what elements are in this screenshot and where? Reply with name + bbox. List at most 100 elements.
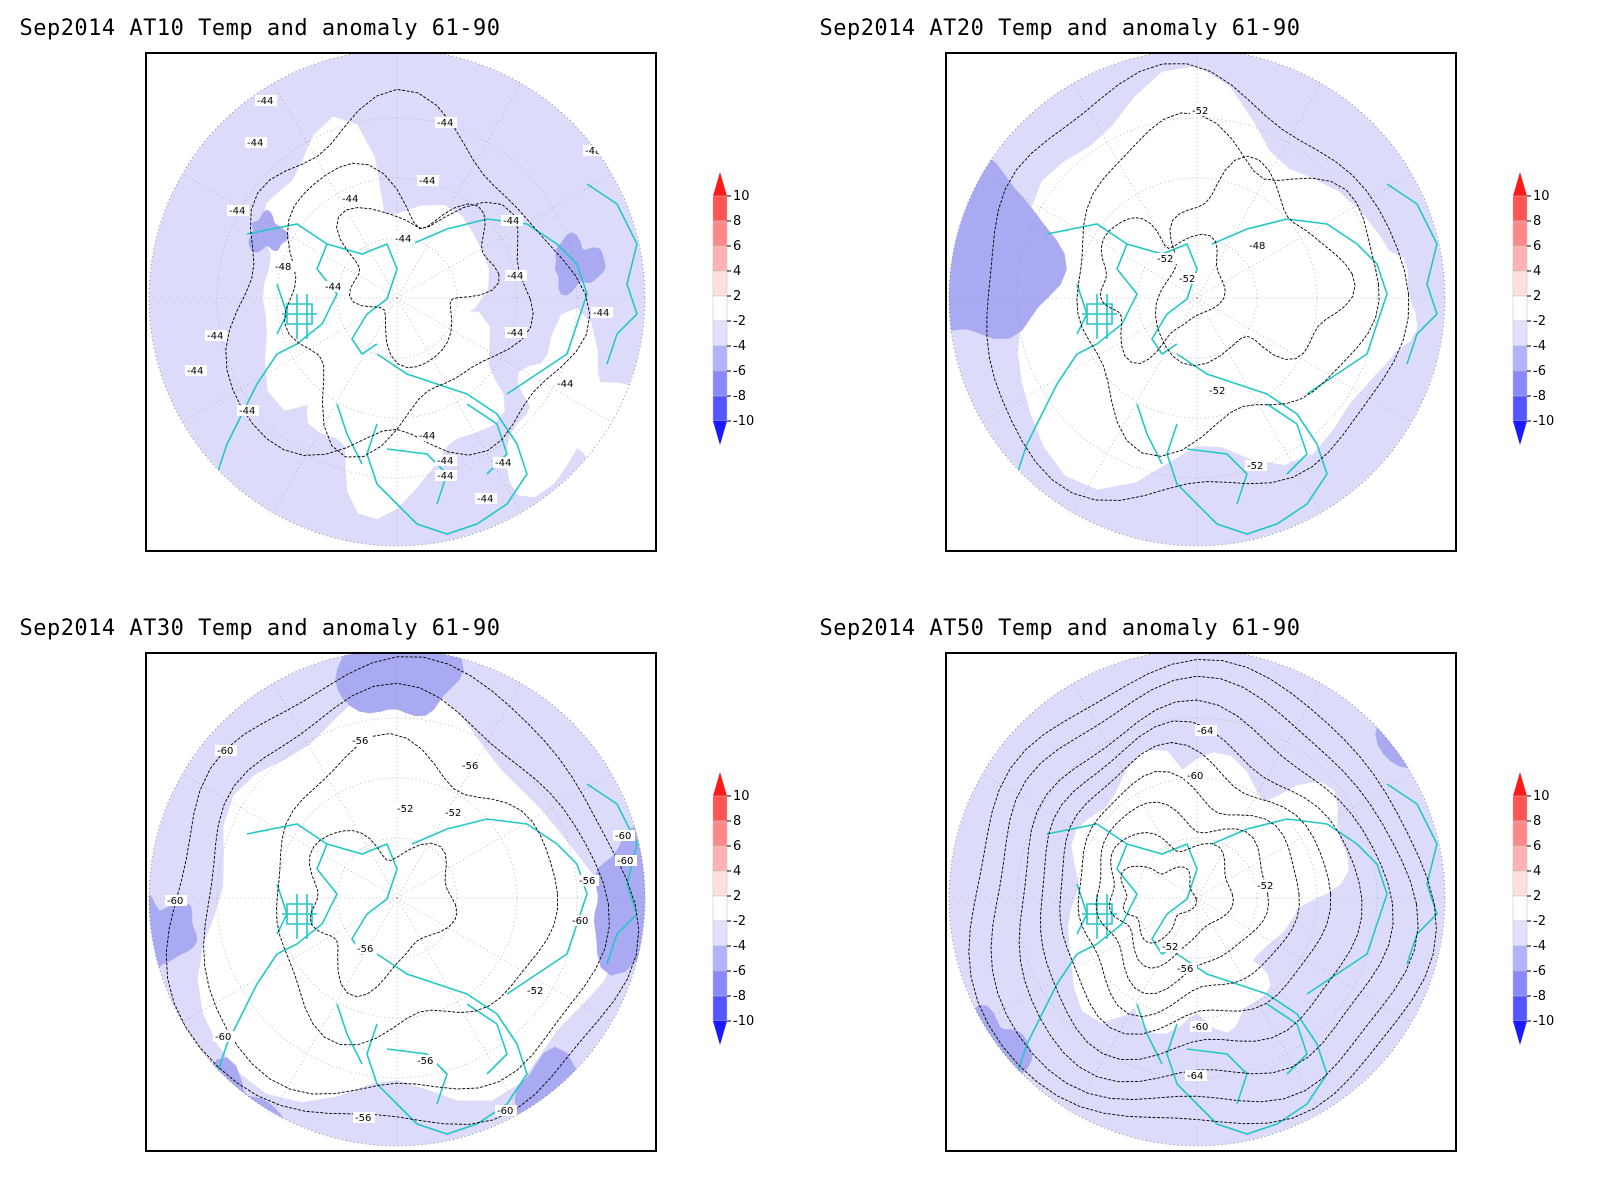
contour-label: -52 [527, 986, 543, 997]
colorbar-swatch [712, 320, 728, 347]
temperature-contour [309, 830, 458, 998]
contour-label: -44 [419, 431, 435, 442]
contour-label-bg [350, 735, 372, 746]
colorbar-label: -4 [1533, 939, 1546, 954]
contour-label-bg [505, 327, 527, 338]
contour-label: -56 [579, 876, 595, 887]
coastline-path [1166, 353, 1328, 535]
meridian-line [396, 83, 522, 299]
contour-label: -44 [247, 138, 263, 149]
colorbar-swatch [1512, 845, 1528, 872]
contour-label: -56 [355, 1113, 371, 1124]
contour-label-bg [415, 1055, 437, 1066]
coastline-path [336, 403, 363, 465]
contour-label: -60 [1192, 1022, 1208, 1033]
temperature-contour [276, 733, 559, 1046]
colorbar-swatch [1512, 395, 1528, 422]
contour-label: -52 [445, 808, 461, 819]
meridian-line [396, 297, 522, 513]
contour-label: -60 [572, 916, 588, 927]
map-disc: -60 -56 -56 -52 -52 -56 -60 -60 -60 -56 -52 -56 -60 -… [149, 654, 645, 1146]
meridian-line [272, 297, 398, 513]
colorbar-swatch [1512, 320, 1528, 347]
contour-label-bg [613, 830, 635, 841]
colorbar-label: 6 [1533, 239, 1541, 254]
panel-title: Sep2014 AT20 Temp and anomaly 61-90 [819, 16, 1301, 41]
colorbar-label: -4 [1533, 339, 1546, 354]
colorbar-arrow-top [1513, 772, 1527, 796]
map-disc: -52 -48 -52 -52 -52 -52 [949, 54, 1445, 546]
colorbar-label: 8 [733, 214, 741, 229]
colorbar-label: -8 [733, 389, 746, 404]
meridian-line [396, 897, 612, 1023]
meridian-line [396, 173, 612, 299]
colorbar-label: -6 [733, 364, 746, 379]
coastline-path [1186, 1048, 1248, 1105]
contour-label: -60 [217, 746, 233, 757]
colorbar-swatch [1512, 870, 1528, 897]
polar-map: -44 -44 -44 -44 -44 -44 -48 -44 -44 -44 -44 -48 -44 -… [145, 52, 657, 552]
anomaly-fill-neutral [1133, 893, 1271, 1034]
meridian-line [1072, 297, 1198, 513]
anomaly-colorbar: 10 8 6 4 2 -2 -4 -6 -8 -10 [705, 172, 785, 462]
colorbar-label: -6 [1533, 364, 1546, 379]
colorbar-swatch [712, 870, 728, 897]
contour-label-bg [273, 261, 295, 272]
contour-label: -44 [507, 328, 523, 339]
contour-label: -44 [437, 456, 453, 467]
colorbar-swatch [712, 220, 728, 247]
temperature-contour [203, 682, 610, 1095]
map-panel-at20: Sep2014 AT20 Temp and anomaly 61-90 -52-… [800, 0, 1580, 580]
meridian-line [396, 773, 612, 899]
contour-label-bg [1160, 941, 1182, 952]
colorbar-label: -6 [733, 964, 746, 979]
colorbar-swatch [712, 970, 728, 997]
contour-label: -44 [437, 471, 453, 482]
meridian-line [1196, 897, 1322, 1113]
contour-label-bg [583, 145, 605, 156]
temperature-contour [1059, 742, 1332, 1035]
coastline-path [1126, 242, 1198, 356]
contour-label: -44 [257, 96, 273, 107]
contour-label: -44 [229, 206, 245, 217]
colorbar-swatch [712, 920, 728, 947]
contour-label: -48 [275, 262, 291, 273]
meridian-line [396, 683, 522, 899]
meridian-line [1072, 897, 1198, 1113]
anomaly-fill-medium [335, 654, 464, 717]
polar-map: -64 -60 -52 -52 -56 -60 -64 [945, 652, 1457, 1152]
temperature-contour [1018, 699, 1394, 1083]
anomaly-fill-neutral [304, 297, 505, 520]
colorbar-swatch [712, 270, 728, 297]
colorbar-label: 4 [1533, 864, 1541, 879]
meridian-line [1196, 773, 1412, 899]
contour-label: -60 [617, 856, 633, 867]
meridian-line [182, 173, 398, 299]
colorbar-swatch [712, 795, 728, 822]
contour-label-bg [1245, 460, 1267, 471]
contour-label: -56 [357, 944, 373, 955]
contour-label: -48 [1249, 241, 1265, 252]
anomaly-colorbar: 10 8 6 4 2 -2 -4 -6 -8 -10 [1505, 772, 1585, 1062]
contour-label-bg [237, 405, 259, 416]
colorbar-label: -8 [1533, 989, 1546, 1004]
contour-label-bg [570, 915, 592, 926]
colorbar-swatch [712, 295, 728, 322]
anomaly-fill-medium [1375, 654, 1445, 772]
coastline-path [1266, 1003, 1308, 1075]
contour-label: -60 [167, 896, 183, 907]
coastline-path [1082, 894, 1117, 939]
colorbar-label: 6 [733, 839, 741, 854]
temperature-contour [225, 88, 591, 456]
colorbar-label: 10 [733, 789, 750, 804]
contour-label-bg [205, 330, 227, 341]
contour-label-bg [255, 95, 277, 106]
colorbar-label: -6 [1533, 964, 1546, 979]
contour-label: -44 [477, 494, 493, 505]
contour-label-bg [493, 457, 515, 468]
contour-label-bg [1195, 725, 1217, 736]
contour-label-bg [340, 193, 362, 204]
temperature-contour [1154, 155, 1356, 367]
colorbar-label: 4 [1533, 264, 1541, 279]
contour-label-bg [1207, 385, 1229, 396]
